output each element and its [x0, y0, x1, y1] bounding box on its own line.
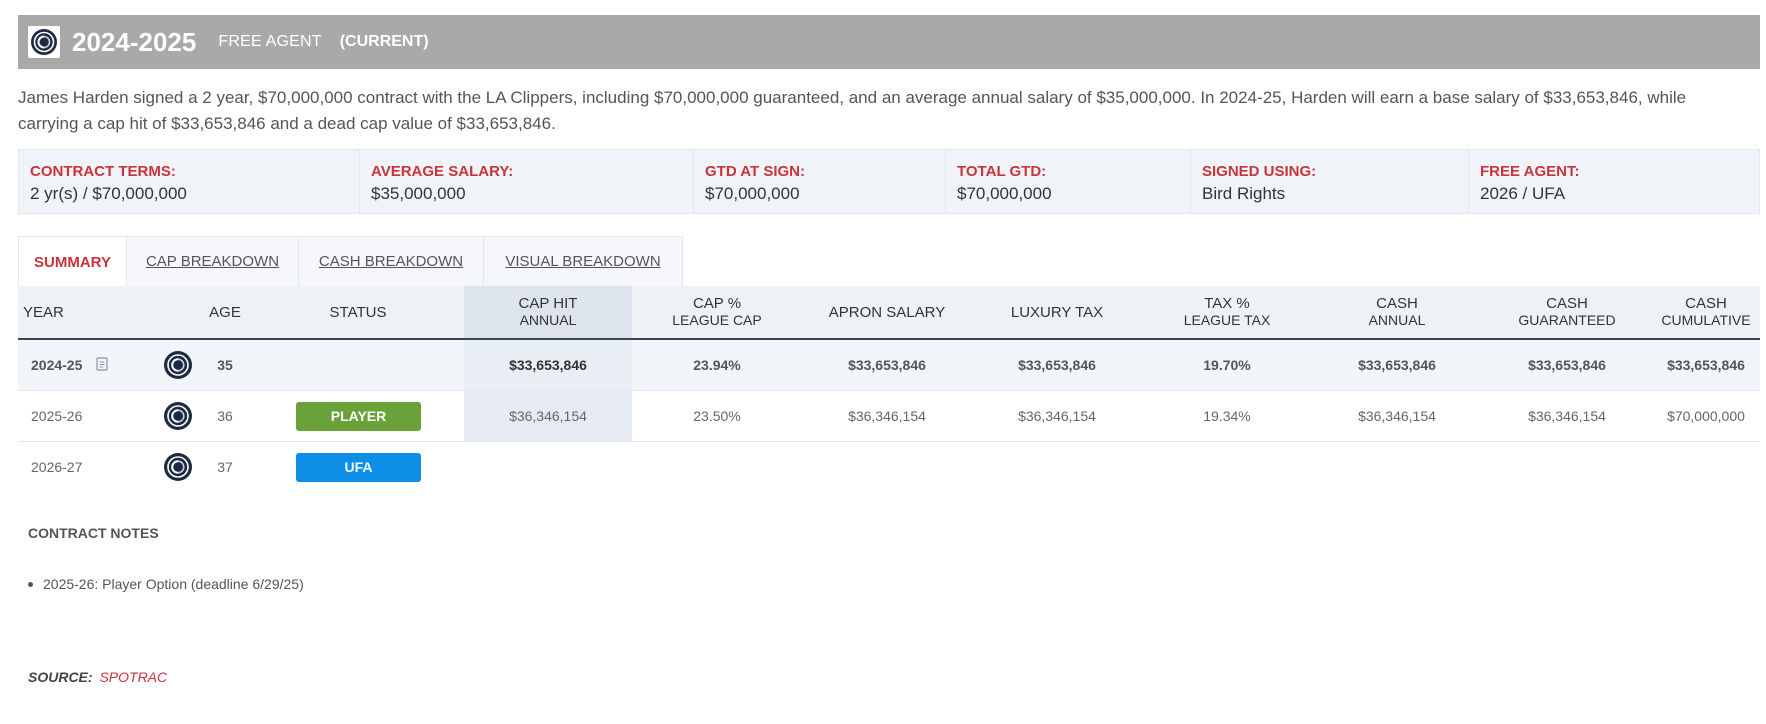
term-average-salary: AVERAGE SALARY: $35,000,000: [360, 150, 694, 213]
tab-cap-breakdown[interactable]: CAP BREAKDOWN: [127, 237, 299, 286]
current-label: (CURRENT): [339, 33, 429, 50]
source-label: SOURCE:: [28, 669, 93, 685]
list-item: 2025-26: Player Option (deadline 6/29/25…: [28, 576, 304, 592]
table-header: YEAR AGE STATUS CAP HIT ANNUAL CAP % LEA…: [18, 286, 1760, 340]
col-tax-pct-top: TAX %: [1204, 295, 1250, 312]
cap-pct-cell: 23.50%: [693, 408, 741, 424]
cash-annual-cell: $36,346,154: [1358, 408, 1436, 424]
term-value: Bird Rights: [1202, 184, 1286, 203]
col-cash-gtd-sub: GUARANTEED: [1518, 312, 1616, 328]
age-cell: 37: [217, 459, 233, 475]
source-line: SOURCE: SPOTRAC: [28, 669, 167, 685]
term-label: SIGNED USING:: [1202, 163, 1317, 180]
col-cash-cum-top: CASH: [1685, 295, 1727, 312]
cash-gtd-cell: $33,653,846: [1528, 357, 1606, 373]
col-cap-hit-top: CAP HIT: [518, 295, 578, 312]
tax-pct-cell: 19.34%: [1203, 408, 1251, 424]
age-cell: 36: [217, 408, 233, 424]
luxury-cell: $33,653,846: [1018, 357, 1096, 373]
cap-pct-cell: 23.94%: [693, 357, 741, 373]
note-text: 2025-26: Player Option (deadline 6/29/25…: [43, 576, 304, 592]
status-cell: UFA: [296, 442, 421, 492]
col-cash-cum-sub: CUMULATIVE: [1661, 312, 1751, 328]
col-cash-cumulative: CASH CUMULATIVE: [1652, 286, 1760, 338]
season-year: 2024-2025: [72, 26, 197, 57]
col-cash-guaranteed: CASH GUARANTEED: [1482, 286, 1652, 338]
table-row: 2025-26 36 PLAYER $36,346,154 23.50% $36…: [18, 391, 1760, 442]
team-logo-icon: [28, 26, 60, 58]
contract-notes-title: CONTRACT NOTES: [28, 525, 159, 541]
term-value: $35,000,000: [371, 184, 466, 203]
col-tax-pct-sub: LEAGUE TAX: [1183, 312, 1271, 328]
term-label: GTD AT SIGN:: [705, 163, 805, 180]
breakdown-tabs: SUMMARY CAP BREAKDOWN CASH BREAKDOWN VIS…: [18, 236, 683, 287]
cap-hit-cell: $36,346,154: [464, 391, 632, 441]
term-contract: CONTRACT TERMS: 2 yr(s) / $70,000,000: [19, 150, 360, 213]
tab-cash-breakdown[interactable]: CASH BREAKDOWN: [299, 237, 484, 286]
term-gtd-at-sign: GTD AT SIGN: $70,000,000: [694, 150, 946, 213]
col-apron-salary: APRON SALARY: [828, 303, 946, 321]
col-cash-gtd-top: CASH: [1546, 295, 1588, 312]
col-cap-pct-top: CAP %: [692, 295, 742, 312]
col-luxury-tax: LUXURY TAX: [1010, 303, 1104, 321]
season-header: 2024-2025 FREE AGENT (CURRENT): [18, 15, 1760, 69]
team-logo-icon: [148, 340, 208, 390]
table-row: 2024-25 35 $33,653,846 23.94% $33,653,84…: [18, 340, 1760, 391]
col-cash-annual: CASH ANNUAL: [1312, 286, 1482, 338]
cash-annual-cell: $33,653,846: [1358, 357, 1436, 373]
team-logo-icon: [148, 442, 208, 492]
age-cell: 35: [217, 357, 233, 373]
contract-terms-bar: CONTRACT TERMS: 2 yr(s) / $70,000,000 AV…: [18, 149, 1760, 214]
term-label: AVERAGE SALARY:: [371, 163, 514, 180]
tab-summary[interactable]: SUMMARY: [19, 237, 127, 287]
term-value: 2026 / UFA: [1480, 184, 1566, 203]
contract-table: YEAR AGE STATUS CAP HIT ANNUAL CAP % LEA…: [18, 286, 1760, 493]
status-cell: [298, 340, 418, 390]
year-cell: 2025-26: [31, 408, 83, 424]
col-cash-annual-sub: ANNUAL: [1368, 312, 1426, 328]
contract-description: James Harden signed a 2 year, $70,000,00…: [18, 88, 1687, 133]
term-label: TOTAL GTD:: [957, 163, 1047, 180]
col-status: STATUS: [329, 303, 387, 321]
free-agent-label: FREE AGENT: [218, 33, 322, 50]
document-icon[interactable]: [96, 356, 108, 374]
tab-visual-breakdown[interactable]: VISUAL BREAKDOWN: [505, 253, 661, 270]
term-value: $70,000,000: [957, 184, 1052, 203]
luxury-cell: $36,346,154: [1018, 408, 1096, 424]
source-link[interactable]: SPOTRAC: [99, 669, 168, 685]
year-text: 2024-25: [31, 357, 83, 373]
col-cap-hit-sub: ANNUAL: [519, 312, 577, 328]
bullet-icon: [28, 581, 33, 587]
year-cell: 2026-27: [31, 459, 83, 475]
table-row: 2026-27 37 UFA: [18, 442, 1760, 493]
cap-hit-cell: $33,653,846: [464, 340, 632, 390]
status-cell: PLAYER: [296, 391, 421, 441]
term-value: 2 yr(s) / $70,000,000: [30, 184, 187, 203]
term-label: FREE AGENT:: [1480, 163, 1580, 180]
term-total-gtd: TOTAL GTD: $70,000,000: [946, 150, 1191, 213]
col-age: AGE: [209, 303, 241, 321]
year-cell: 2024-25: [18, 340, 158, 390]
tax-pct-cell: 19.70%: [1203, 357, 1251, 373]
apron-cell: $33,653,846: [848, 357, 926, 373]
col-cap-pct-sub: LEAGUE CAP: [672, 312, 762, 328]
term-signed-using: SIGNED USING: Bird Rights: [1191, 150, 1469, 213]
ufa-badge: UFA: [296, 452, 421, 482]
contract-notes-list: 2025-26: Player Option (deadline 6/29/25…: [28, 576, 304, 592]
col-cash-annual-top: CASH: [1376, 295, 1418, 312]
term-value: $70,000,000: [705, 184, 800, 203]
term-label: CONTRACT TERMS:: [30, 163, 176, 180]
cash-cum-cell: $70,000,000: [1667, 408, 1745, 424]
cash-cum-cell: $33,653,846: [1667, 357, 1745, 373]
col-year: YEAR: [23, 303, 64, 321]
team-logo-icon: [148, 391, 208, 441]
col-cap-pct: CAP % LEAGUE CAP: [632, 286, 802, 338]
player-option-badge: PLAYER: [296, 401, 421, 431]
term-free-agent: FREE AGENT: 2026 / UFA: [1469, 150, 1759, 213]
apron-cell: $36,346,154: [848, 408, 926, 424]
cash-gtd-cell: $36,346,154: [1528, 408, 1606, 424]
col-tax-pct: TAX % LEAGUE TAX: [1142, 286, 1312, 338]
col-cap-hit: CAP HIT ANNUAL: [464, 286, 632, 338]
